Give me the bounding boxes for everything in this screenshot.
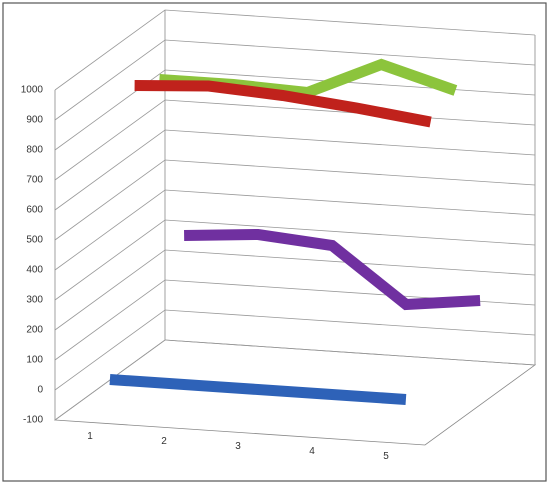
grid-line — [54, 159, 536, 241]
x-tick-label: 5 — [383, 451, 389, 462]
grid-line — [54, 129, 536, 211]
grid-line — [54, 279, 536, 361]
grid-line — [54, 189, 536, 271]
y-tick-label: 1000 — [21, 85, 44, 96]
grid-line — [54, 9, 536, 91]
series-ribbon — [109, 374, 407, 405]
y-tick-label: 300 — [26, 295, 43, 306]
y-tick-label: 400 — [26, 265, 43, 276]
grid-line — [54, 219, 536, 301]
x-tick-label: 3 — [235, 441, 241, 452]
series-ribbon — [184, 228, 481, 311]
y-tick-label: 0 — [37, 385, 43, 396]
grid-line — [54, 249, 536, 331]
y-tick-label: 800 — [26, 145, 43, 156]
grid-line — [54, 309, 536, 391]
y-tick-label: 600 — [26, 205, 43, 216]
grid-line — [54, 339, 536, 421]
grid-line — [54, 69, 536, 151]
y-tick-label: 500 — [26, 235, 43, 246]
series-ribbon — [134, 80, 432, 128]
x-tick-label: 1 — [87, 431, 93, 442]
y-tick-label: 100 — [26, 355, 43, 366]
x-tick-label: 4 — [309, 446, 315, 457]
y-tick-label: -100 — [23, 415, 43, 426]
y-tick-label: 200 — [26, 325, 43, 336]
x-tick-label: 2 — [161, 436, 167, 447]
y-tick-label: 900 — [26, 115, 43, 126]
y-tick-label: 700 — [26, 175, 43, 186]
grid-line — [54, 39, 536, 121]
